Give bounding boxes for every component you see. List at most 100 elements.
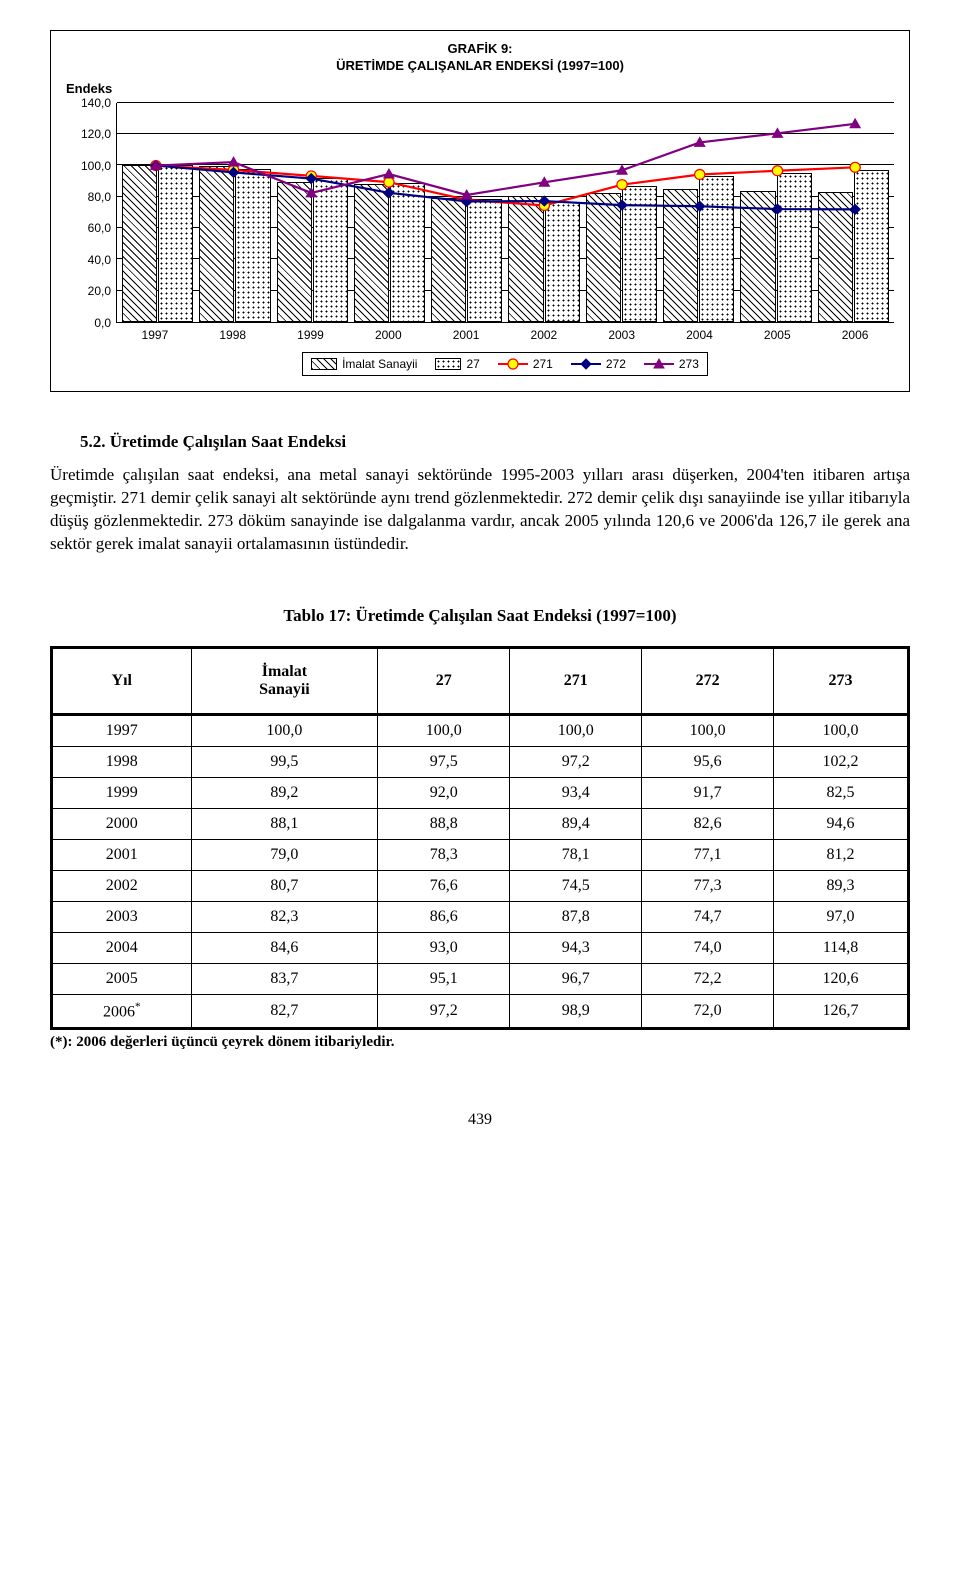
table-cell: 102,2 bbox=[774, 746, 909, 777]
table-cell: 82,5 bbox=[774, 777, 909, 808]
table-cell: 95,6 bbox=[642, 746, 774, 777]
table-header: 273 bbox=[774, 647, 909, 714]
table-cell: 89,2 bbox=[191, 777, 378, 808]
legend-label: 27 bbox=[466, 357, 479, 371]
table-cell: 120,6 bbox=[774, 963, 909, 994]
table-cell: 97,0 bbox=[774, 901, 909, 932]
y-tick-label: 100,0 bbox=[81, 159, 111, 173]
table-title: Tablo 17: Üretimde Çalışılan Saat Endeks… bbox=[50, 606, 910, 626]
legend-swatch bbox=[311, 358, 337, 370]
table-cell: 126,7 bbox=[774, 994, 909, 1028]
x-axis-label: 2006 bbox=[816, 328, 894, 342]
chart-plot bbox=[116, 103, 894, 323]
legend-item: 272 bbox=[571, 357, 626, 371]
table-row: 200179,078,378,177,181,2 bbox=[52, 839, 909, 870]
x-axis-label: 1998 bbox=[194, 328, 272, 342]
table-cell: 88,8 bbox=[378, 808, 510, 839]
x-axis-label: 2004 bbox=[661, 328, 739, 342]
plot-wrap: 1997199819992000200120022003200420052006… bbox=[116, 85, 894, 376]
legend-item: 273 bbox=[644, 357, 699, 371]
table-cell: 2005 bbox=[52, 963, 192, 994]
legend-line-swatch bbox=[644, 357, 674, 371]
table-cell: 100,0 bbox=[510, 714, 642, 746]
table-cell: 1997 bbox=[52, 714, 192, 746]
table-cell: 82,3 bbox=[191, 901, 378, 932]
y-tick-label: 20,0 bbox=[88, 284, 111, 298]
table-cell: 74,5 bbox=[510, 870, 642, 901]
y-tick-label: 0,0 bbox=[94, 316, 111, 330]
table-row: 200088,188,889,482,694,6 bbox=[52, 808, 909, 839]
x-axis-label: 2000 bbox=[349, 328, 427, 342]
table-cell: 1999 bbox=[52, 777, 192, 808]
x-axis-label: 1999 bbox=[272, 328, 350, 342]
legend-item: 271 bbox=[498, 357, 553, 371]
table-cell: 100,0 bbox=[774, 714, 909, 746]
legend-label: İmalat Sanayii bbox=[342, 357, 417, 371]
table-row: 199899,597,597,295,6102,2 bbox=[52, 746, 909, 777]
table-row: 200484,693,094,374,0114,8 bbox=[52, 932, 909, 963]
table-cell: 94,6 bbox=[774, 808, 909, 839]
x-axis-labels: 1997199819992000200120022003200420052006 bbox=[116, 323, 894, 342]
table-cell: 97,2 bbox=[378, 994, 510, 1028]
table-cell: 100,0 bbox=[191, 714, 378, 746]
x-axis-label: 2003 bbox=[583, 328, 661, 342]
table-row: 199989,292,093,491,782,5 bbox=[52, 777, 909, 808]
table-cell: 78,3 bbox=[378, 839, 510, 870]
legend-line-swatch bbox=[571, 357, 601, 371]
table-row: 200583,795,196,772,2120,6 bbox=[52, 963, 909, 994]
table-cell: 97,5 bbox=[378, 746, 510, 777]
table-cell: 72,2 bbox=[642, 963, 774, 994]
x-axis-label: 2002 bbox=[505, 328, 583, 342]
legend-swatch bbox=[435, 358, 461, 370]
table-header: 271 bbox=[510, 647, 642, 714]
table-cell: 2000 bbox=[52, 808, 192, 839]
table-row: 1997100,0100,0100,0100,0100,0 bbox=[52, 714, 909, 746]
table-header: İmalatSanayii bbox=[191, 647, 378, 714]
table-cell: 92,0 bbox=[378, 777, 510, 808]
chart-title-line2: ÜRETİMDE ÇALIŞANLAR ENDEKSİ (1997=100) bbox=[336, 58, 624, 73]
x-axis-label: 2005 bbox=[738, 328, 816, 342]
table-header: 27 bbox=[378, 647, 510, 714]
table-cell: 100,0 bbox=[378, 714, 510, 746]
legend-item: 27 bbox=[435, 357, 479, 371]
table-cell: 80,7 bbox=[191, 870, 378, 901]
table-row: 200280,776,674,577,389,3 bbox=[52, 870, 909, 901]
table-footnote: (*): 2006 değerleri üçüncü çeyrek dönem … bbox=[50, 1034, 910, 1051]
line-svg bbox=[117, 103, 894, 322]
table-cell: 76,6 bbox=[378, 870, 510, 901]
y-tick-label: 60,0 bbox=[88, 221, 111, 235]
table-cell: 99,5 bbox=[191, 746, 378, 777]
y-tick-label: 140,0 bbox=[81, 96, 111, 110]
table-header: Yıl bbox=[52, 647, 192, 714]
table-cell: 93,0 bbox=[378, 932, 510, 963]
table-cell: 2006* bbox=[52, 994, 192, 1028]
table-cell: 74,0 bbox=[642, 932, 774, 963]
table-cell: 114,8 bbox=[774, 932, 909, 963]
table-cell: 93,4 bbox=[510, 777, 642, 808]
legend-label: 271 bbox=[533, 357, 553, 371]
table-row: 200382,386,687,874,797,0 bbox=[52, 901, 909, 932]
table-cell: 82,7 bbox=[191, 994, 378, 1028]
x-axis-label: 1997 bbox=[116, 328, 194, 342]
chart-container: GRAFİK 9: ÜRETİMDE ÇALIŞANLAR ENDEKSİ (1… bbox=[50, 30, 910, 392]
table-cell: 82,6 bbox=[642, 808, 774, 839]
table-cell: 100,0 bbox=[642, 714, 774, 746]
y-tick-label: 80,0 bbox=[88, 190, 111, 204]
table-cell: 89,4 bbox=[510, 808, 642, 839]
table-row: 2006*82,797,298,972,0126,7 bbox=[52, 994, 909, 1028]
table-cell: 87,8 bbox=[510, 901, 642, 932]
chart-legend: İmalat Sanayii 27 271 272 273 bbox=[302, 352, 708, 376]
chart-title: GRAFİK 9: ÜRETİMDE ÇALIŞANLAR ENDEKSİ (1… bbox=[66, 41, 894, 75]
legend-line-swatch bbox=[498, 357, 528, 371]
table-cell: 88,1 bbox=[191, 808, 378, 839]
table-cell: 89,3 bbox=[774, 870, 909, 901]
table-cell: 79,0 bbox=[191, 839, 378, 870]
table-cell: 77,3 bbox=[642, 870, 774, 901]
table-cell: 2002 bbox=[52, 870, 192, 901]
table-cell: 81,2 bbox=[774, 839, 909, 870]
table-cell: 83,7 bbox=[191, 963, 378, 994]
y-tick-label: 120,0 bbox=[81, 127, 111, 141]
chart-title-line1: GRAFİK 9: bbox=[448, 41, 513, 56]
table-cell: 2001 bbox=[52, 839, 192, 870]
table-cell: 74,7 bbox=[642, 901, 774, 932]
